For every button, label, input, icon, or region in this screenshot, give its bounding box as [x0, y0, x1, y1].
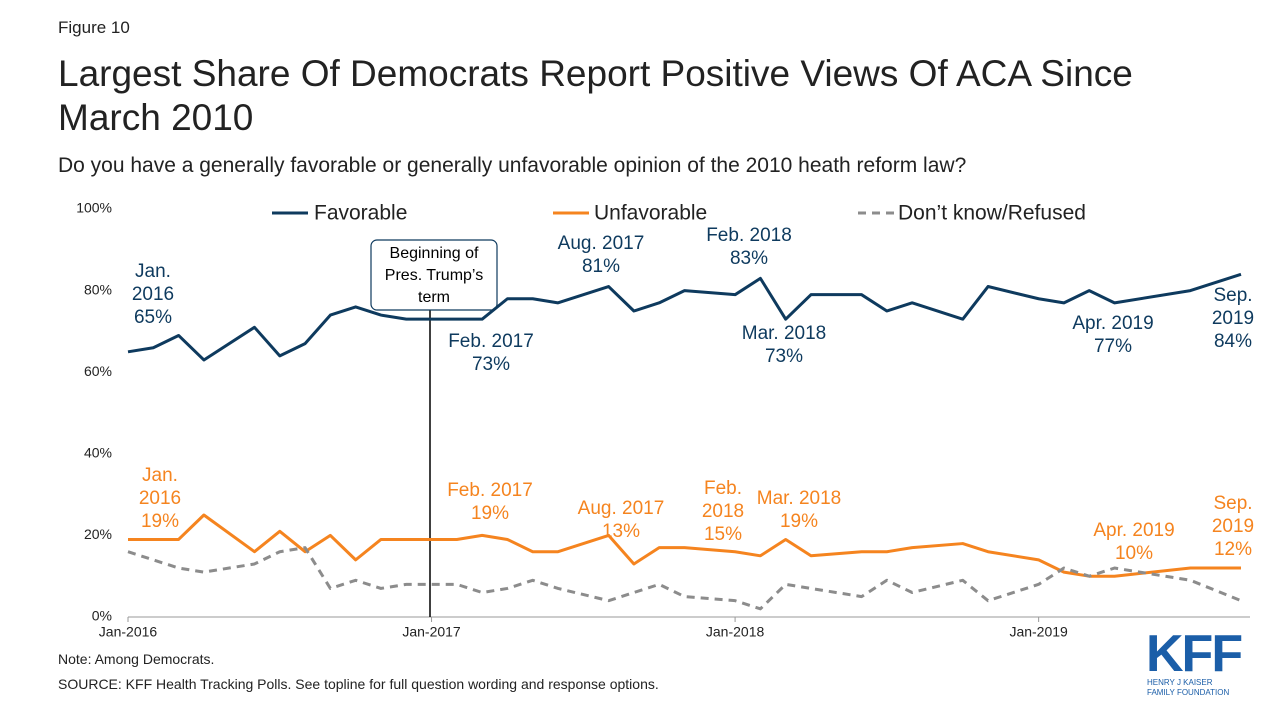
callout-text: Beginning of — [390, 245, 480, 262]
x-tick-label: Jan-2019 — [1009, 624, 1068, 640]
annotation: 83% — [730, 248, 768, 269]
note: Note: Among Democrats. — [58, 651, 215, 667]
annotation: 19% — [141, 511, 179, 532]
annotation: 2018 — [702, 501, 744, 522]
chart-subtitle: Do you have a generally favorable or gen… — [58, 154, 967, 177]
annotation: 65% — [134, 307, 172, 328]
series-line — [127, 546, 1242, 611]
y-tick-label: 80% — [84, 281, 112, 297]
legend-label: Don’t know/Refused — [898, 202, 1086, 225]
chart-title: Largest Share Of Democrats Report Positi… — [58, 53, 1133, 138]
y-tick-label: 100% — [76, 200, 112, 216]
annotation: 73% — [765, 346, 803, 367]
series-line — [127, 272, 1242, 362]
callout-text: term — [418, 289, 450, 306]
annotation: 2016 — [132, 284, 174, 305]
annotation: Sep. — [1213, 493, 1252, 514]
y-tick-label: 20% — [84, 526, 112, 542]
annotation: Mar. 2018 — [757, 488, 842, 509]
logo-line: HENRY J KAISER — [1147, 678, 1213, 687]
annotation: Jan. — [135, 261, 171, 282]
logo-line: FAMILY FOUNDATION — [1147, 688, 1230, 697]
annotation: Jan. — [142, 465, 178, 486]
annotation: 84% — [1214, 331, 1252, 352]
x-tick-label: Jan-2016 — [99, 624, 158, 640]
annotation: 77% — [1094, 336, 1132, 357]
figure-label: Figure 10 — [58, 18, 130, 37]
x-tick-label: Jan-2018 — [706, 624, 765, 640]
annotation: Apr. 2019 — [1093, 520, 1174, 541]
y-tick-label: 40% — [84, 445, 112, 461]
annotation: Aug. 2017 — [558, 233, 645, 254]
annotation: Sep. — [1213, 285, 1252, 306]
annotation: Apr. 2019 — [1072, 313, 1153, 334]
legend-label: Unfavorable — [594, 202, 707, 225]
annotation: 2019 — [1212, 516, 1254, 537]
logo-mark: KFF — [1146, 625, 1243, 683]
callout-text: Pres. Trump’s — [385, 267, 483, 284]
annotation: 15% — [704, 524, 742, 545]
x-tick-label: Jan-2017 — [402, 624, 461, 640]
series-line — [128, 513, 1241, 578]
annotation: Feb. 2017 — [448, 331, 534, 352]
annotation: 81% — [582, 256, 620, 277]
annotation: 19% — [780, 511, 818, 532]
annotation: 2019 — [1212, 308, 1254, 329]
y-tick-label: 60% — [84, 363, 112, 379]
annotation: 12% — [1214, 539, 1252, 560]
annotation: 10% — [1115, 543, 1153, 564]
callout-box — [370, 239, 498, 311]
annotation: Feb. — [704, 478, 742, 499]
annotation: Mar. 2018 — [742, 323, 827, 344]
annotation: Aug. 2017 — [578, 498, 665, 519]
annotation: Feb. 2018 — [706, 225, 792, 246]
legend-label: Favorable — [314, 202, 407, 225]
annotation: 13% — [602, 521, 640, 542]
annotation: 2016 — [139, 488, 181, 509]
annotation: 19% — [471, 503, 509, 524]
y-tick-label: 0% — [92, 608, 112, 624]
annotation: 73% — [472, 354, 510, 375]
annotation: Feb. 2017 — [447, 480, 533, 501]
source: SOURCE: KFF Health Tracking Polls. See t… — [58, 676, 659, 692]
